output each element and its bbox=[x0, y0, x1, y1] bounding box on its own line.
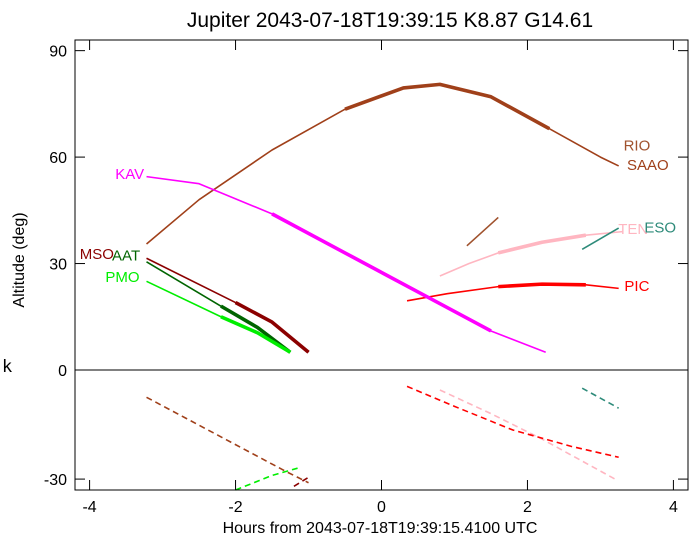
x-tick-label: -4 bbox=[82, 499, 96, 516]
series-line-ten bbox=[439, 230, 623, 277]
series-label-eso: ESO bbox=[644, 219, 676, 236]
series-label-saao: SAAO bbox=[627, 157, 669, 174]
series-label-rio: RIO bbox=[624, 138, 651, 155]
series-line-ten-highlight bbox=[497, 233, 587, 255]
series-line-saao-highlight bbox=[344, 82, 551, 131]
series-line-pmo bbox=[146, 280, 291, 353]
series-label-aat: AAT bbox=[112, 248, 140, 265]
x-axis-label: Hours from 2043-07-18T19:39:15.4100 UTC bbox=[223, 520, 538, 537]
chart-title: Jupiter 2043-07-18T19:39:15 K8.87 G14.61 bbox=[187, 9, 593, 32]
series-label-pic: PIC bbox=[624, 278, 649, 295]
series-line-rio bbox=[466, 216, 499, 247]
series-label-kav: KAV bbox=[115, 166, 144, 183]
series-line-pic-highlight bbox=[498, 282, 586, 289]
k-line-pic bbox=[406, 385, 619, 459]
y-tick-label: 60 bbox=[49, 150, 67, 167]
series-line-kav-highlight bbox=[271, 212, 492, 333]
y-tick-label: 90 bbox=[49, 44, 67, 61]
series-line-mso bbox=[146, 257, 310, 353]
x-tick-label: -2 bbox=[228, 499, 242, 516]
k-line-pmo bbox=[235, 467, 298, 491]
series-line-saao bbox=[146, 83, 620, 245]
y-tick-label: -30 bbox=[44, 472, 67, 489]
k-line-eso bbox=[581, 387, 620, 409]
series-label-pmo: PMO bbox=[105, 269, 139, 286]
x-tick-label: 2 bbox=[523, 499, 532, 516]
lower-panel-label: k bbox=[2, 357, 12, 377]
y-tick-label: 0 bbox=[58, 363, 67, 380]
series-line-kav bbox=[146, 175, 546, 354]
plot-frame bbox=[74, 39, 689, 491]
axes-layer: -4 -2 0 2 4 90 60 30 0 -30 bbox=[44, 40, 688, 516]
series-label-mso: MSO bbox=[80, 246, 114, 263]
y-tick-label: 30 bbox=[49, 257, 67, 274]
k-line-ten bbox=[439, 389, 616, 480]
k-line-mso bbox=[293, 476, 309, 488]
series-layer bbox=[146, 82, 623, 491]
series-line-mso-highlight bbox=[234, 300, 310, 354]
x-tick-label: 4 bbox=[669, 499, 678, 516]
k-line-saao bbox=[146, 396, 309, 484]
series-line-pmo-highlight bbox=[220, 315, 292, 354]
y-axis-label: Altitude (deg) bbox=[11, 212, 28, 307]
series-label-ten: TEN bbox=[618, 221, 648, 238]
x-tick-label: 0 bbox=[377, 499, 386, 516]
series-line-eso bbox=[581, 227, 620, 251]
